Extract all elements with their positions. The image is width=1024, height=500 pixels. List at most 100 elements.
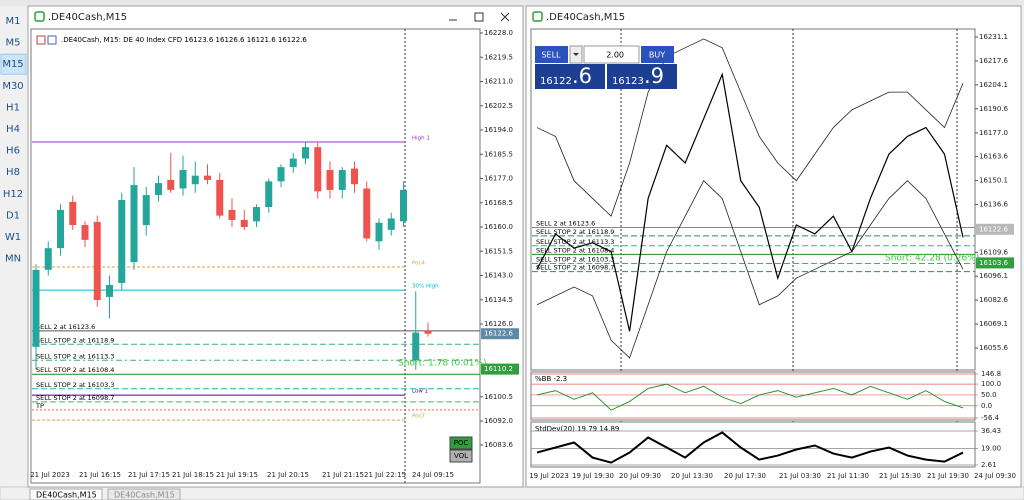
- candle-body: [44, 248, 52, 270]
- sell-price-big: .6: [572, 64, 592, 88]
- candle-body: [375, 222, 383, 242]
- y-tick-label: 16217.6: [979, 57, 1008, 65]
- y-tick-label: 16185.5: [484, 150, 513, 158]
- timeframe-button[interactable]: H8: [6, 167, 20, 178]
- indicator-tick-label: 100.0: [981, 380, 1001, 388]
- timeframe-button[interactable]: H1: [6, 102, 20, 113]
- indicator-tick-label: 19.00: [981, 445, 1001, 453]
- order-label: SELL STOP 2 at 16113.3: [36, 352, 114, 360]
- y-tick-label: 16109.6: [979, 248, 1008, 256]
- candle-body: [69, 201, 77, 226]
- price-marker: [481, 363, 519, 375]
- y-tick-label: 16219.5: [484, 53, 513, 61]
- timeframe-button[interactable]: M1: [6, 16, 21, 27]
- x-tick-label: 21 Jul 17:15: [128, 471, 170, 479]
- candle-body: [363, 188, 371, 239]
- indicator-tick-label: 146.8: [981, 370, 1001, 378]
- indicator-panel: [530, 421, 976, 468]
- candle-body: [32, 269, 40, 347]
- x-tick-label: 21 Jul 16:15: [79, 471, 121, 479]
- x-tick-label: 24 Jul 09:15: [412, 471, 454, 479]
- price-marker-label: 16122.6: [484, 330, 513, 338]
- timeframe-button[interactable]: H6: [6, 146, 20, 157]
- order-label: SELL STOP 2 at 16113.3: [536, 238, 614, 246]
- order-label: SELL STOP 2 at 16118.9: [36, 336, 114, 344]
- timeframe-button[interactable]: MN: [5, 254, 21, 265]
- tab-label[interactable]: DE40Cash,M15: [36, 491, 97, 500]
- indicator-panel: [530, 371, 976, 421]
- volume-input[interactable]: [583, 45, 640, 64]
- indicator-tick-label: 2.61: [981, 461, 997, 469]
- y-tick-label: 16082.6: [979, 296, 1008, 304]
- candle-body: [289, 158, 297, 168]
- close-button[interactable]: [500, 12, 510, 22]
- level-label: 30% High: [412, 284, 439, 290]
- y-tick-label: 16211.0: [484, 78, 513, 86]
- buy-button[interactable]: [641, 46, 674, 63]
- candle-body: [400, 189, 407, 222]
- candle-body: [265, 181, 273, 208]
- candle-body: [204, 175, 211, 180]
- buy-price-box[interactable]: [607, 64, 677, 89]
- x-tick-label: 21 Jul 15:30: [879, 472, 921, 480]
- timeframe-button[interactable]: H4: [6, 124, 20, 135]
- window-icon: [34, 11, 45, 22]
- y-tick-label: 16231.1: [979, 33, 1008, 41]
- maximize-button[interactable]: [474, 12, 484, 22]
- y-tick-label: 16163.6: [979, 153, 1008, 161]
- short-position: Short: 42.28 (0.26%): [885, 254, 979, 264]
- price-line: [536, 180, 964, 359]
- timeframe-button[interactable]: M30: [2, 81, 23, 92]
- price-marker-label: 16122.6: [979, 225, 1008, 233]
- candle-body: [228, 209, 236, 220]
- candle-body: [412, 332, 420, 361]
- y-tick-label: 16194.0: [484, 126, 513, 134]
- candle-body: [130, 185, 138, 263]
- chart-button-label[interactable]: POC: [454, 439, 469, 447]
- chart-button-label[interactable]: VOL: [454, 452, 468, 460]
- level-label: Poc7: [412, 414, 426, 420]
- y-tick-label: 16168.5: [484, 199, 513, 207]
- indicator-line: [536, 431, 964, 464]
- candle-body: [338, 169, 346, 190]
- timeframe-button[interactable]: W1: [5, 232, 21, 243]
- chart-button[interactable]: [449, 449, 473, 463]
- x-tick-label: 19 Jul 19:30: [572, 472, 614, 480]
- dropdown-arrow: [573, 53, 579, 56]
- candle-body: [93, 221, 101, 301]
- timeframe-button[interactable]: M5: [6, 38, 21, 49]
- price-line: [536, 38, 964, 217]
- indicator-tick-label: 36.43: [981, 427, 1001, 435]
- y-tick-label: 16228.0: [484, 29, 513, 37]
- sell-button-label[interactable]: SELL: [541, 51, 561, 60]
- chart-button[interactable]: [449, 436, 473, 450]
- sell-price-box[interactable]: [535, 64, 605, 89]
- tab[interactable]: [107, 488, 181, 500]
- tab[interactable]: [29, 488, 103, 500]
- timeframe-button[interactable]: M15: [2, 59, 23, 70]
- order-label: SELL STOP 2 at 16103.3: [36, 381, 114, 389]
- chart-icon: [36, 35, 46, 45]
- x-tick-label: 21 Jul 19:15: [216, 471, 258, 479]
- y-tick-label: 16055.6: [979, 344, 1008, 352]
- tab-label[interactable]: DE40Cash,M15: [114, 491, 175, 500]
- sell-button[interactable]: [535, 46, 568, 63]
- x-tick-label: 20 Jul 09:30: [619, 472, 661, 480]
- candle-body: [240, 219, 248, 228]
- timeframe-button[interactable]: H12: [3, 189, 23, 200]
- order-label: TP: [35, 402, 44, 410]
- timeframe-button[interactable]: D1: [6, 210, 20, 221]
- window-icon: [532, 11, 543, 22]
- indicator-line: [536, 383, 964, 411]
- y-tick-label: 16096.1: [979, 272, 1008, 280]
- buy-button-label[interactable]: BUY: [649, 51, 665, 60]
- buy-price-main: 16123: [612, 76, 644, 87]
- candle-body: [106, 284, 113, 297]
- y-tick-label: 16100.5: [484, 393, 513, 401]
- x-tick-label: 21 Jul 21:15: [322, 471, 364, 479]
- chart-header: .DE40Cash, M15: DE 40 Index CFD 16123.6 …: [61, 36, 307, 44]
- y-tick-label: 16160.0: [484, 223, 513, 231]
- candle-body: [216, 179, 224, 216]
- order-label: SELL STOP 2 at 16098.7: [536, 264, 614, 272]
